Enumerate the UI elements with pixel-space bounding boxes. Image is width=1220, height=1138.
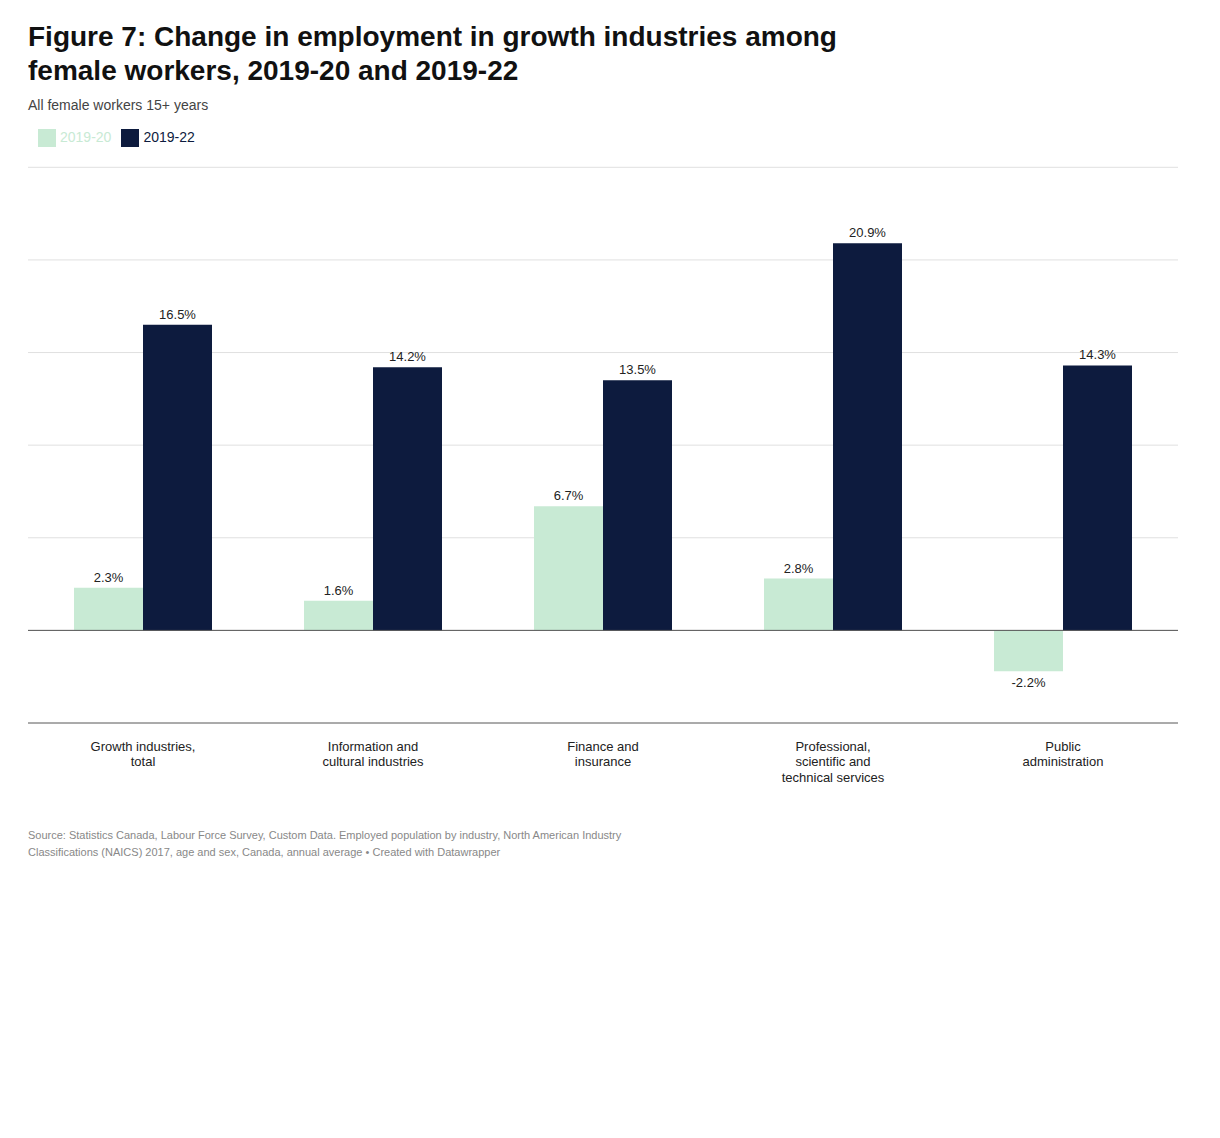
- html-text:Source: Statistics Canada, Lab: Source: Statistics Canada, Labour Force …: [28, 829, 622, 858]
- svg-text:13.5%: 13.5%: [619, 363, 656, 378]
- svg-text:Publicadministration: Publicadministration: [1023, 739, 1104, 770]
- html-text:2019-20: 2019-20: [60, 129, 112, 146]
- html-text:All female workers 15+ years: All female workers 15+ years: [28, 97, 209, 114]
- svg-text:16.5%: 16.5%: [159, 307, 196, 322]
- svg-text:-2.2%: -2.2%: [1012, 675, 1046, 690]
- svg-text:2.3%: 2.3%: [94, 570, 124, 585]
- svg-text:Finance andinsurance: Finance andinsurance: [567, 739, 639, 770]
- svg-text:14.2%: 14.2%: [389, 350, 426, 365]
- svg-text:6.7%: 6.7%: [554, 488, 584, 503]
- svg-text:Growth industries,total: Growth industries,total: [91, 739, 196, 770]
- svg-text:Information andcultural indust: Information andcultural industries: [322, 739, 424, 770]
- svg-text:Professional,scientific andtec: Professional,scientific andtechnical ser…: [782, 739, 885, 785]
- svg-text:20.9%: 20.9%: [849, 225, 886, 240]
- svg-text:14.3%: 14.3%: [1079, 348, 1116, 363]
- html-text:Figure 7: Change in employment: Figure 7: Change in employment in growth…: [28, 21, 837, 86]
- svg-text:1.6%: 1.6%: [324, 583, 354, 598]
- svg-text:2.8%: 2.8%: [784, 561, 814, 576]
- html-text:2019-22: 2019-22: [143, 129, 195, 146]
